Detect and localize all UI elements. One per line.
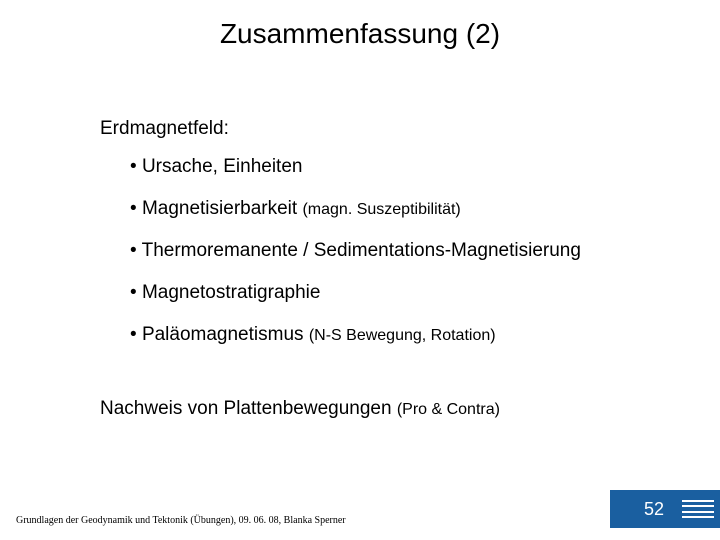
bullet-item: • Magnetostratigraphie — [130, 282, 670, 304]
bottom-line: Nachweis von Plattenbewegungen (Pro & Co… — [100, 398, 500, 420]
bullet-main: Magnetisierbarkeit — [142, 198, 297, 219]
page-number: 52 — [644, 499, 664, 520]
bullet-main: Thermoremanente / Sedimentations-Magneti… — [142, 240, 581, 261]
slide-title: Zusammenfassung (2) — [0, 18, 720, 50]
bullet-main: Magnetostratigraphie — [142, 282, 321, 303]
bullet-item: • Thermoremanente / Sedimentations-Magne… — [130, 240, 670, 262]
bottom-sub: (Pro & Contra) — [397, 401, 500, 418]
bullet-main: Ursache, Einheiten — [142, 156, 303, 177]
slide: Zusammenfassung (2) Erdmagnetfeld: • Urs… — [0, 0, 720, 540]
section-heading: Erdmagnetfeld: — [100, 118, 229, 140]
bullet-sub: (magn. Suszeptibilität) — [302, 201, 460, 218]
bullet-main: Paläomagnetismus — [142, 324, 304, 345]
footer-text: Grundlagen der Geodynamik und Tektonik (… — [16, 515, 346, 526]
bullet-sub: (N-S Bewegung, Rotation) — [309, 327, 496, 344]
bullet-list: • Ursache, Einheiten • Magnetisierbarkei… — [130, 156, 670, 366]
bullet-item: • Magnetisierbarkeit (magn. Suszeptibili… — [130, 198, 670, 220]
bullet-item: • Ursache, Einheiten — [130, 156, 670, 178]
page-badge: 52 — [610, 490, 720, 528]
bottom-main: Nachweis von Plattenbewegungen — [100, 398, 392, 419]
stripes-icon — [682, 500, 714, 518]
bullet-item: • Paläomagnetismus (N-S Bewegung, Rotati… — [130, 324, 670, 346]
